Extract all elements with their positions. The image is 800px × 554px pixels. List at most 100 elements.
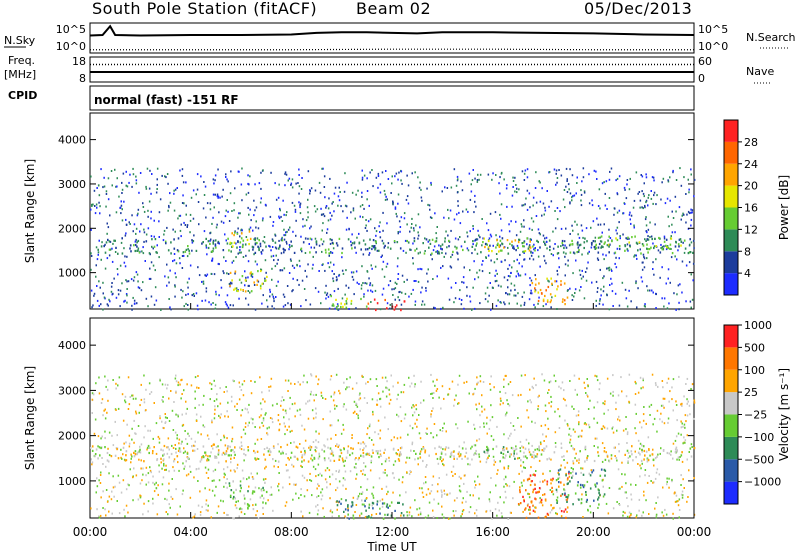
velocity-cell xyxy=(531,480,533,483)
velocity-cell xyxy=(355,477,357,480)
velocity-cell xyxy=(229,495,232,499)
velocity-colorbar-seg xyxy=(724,459,738,482)
power-cell xyxy=(202,282,205,285)
power-cell xyxy=(310,225,312,228)
power-cell xyxy=(94,212,97,215)
power-cell xyxy=(578,244,581,247)
velocity-cell xyxy=(684,426,686,429)
velocity-cell xyxy=(309,479,311,481)
power-cell xyxy=(250,274,253,277)
velocity-cell xyxy=(242,394,245,397)
power-cell xyxy=(381,171,384,174)
power-cell xyxy=(440,307,442,310)
power-cell xyxy=(608,251,610,254)
velocity-cell xyxy=(397,415,400,418)
power-cell xyxy=(176,249,179,252)
velocity-cell xyxy=(474,387,476,390)
power-cell xyxy=(612,305,614,307)
velocity-cell xyxy=(137,425,140,427)
velocity-cell xyxy=(128,442,131,445)
velocity-cell xyxy=(223,468,225,471)
power-cell xyxy=(107,238,109,241)
power-cell xyxy=(387,246,389,249)
power-cell xyxy=(472,286,474,289)
power-cell xyxy=(481,244,483,247)
power-cell xyxy=(608,197,611,199)
power-cell xyxy=(375,308,377,312)
power-cell xyxy=(490,235,493,238)
velocity-cell xyxy=(642,413,645,416)
velocity-cell xyxy=(546,458,548,461)
velocity-cell xyxy=(140,383,142,386)
velocity-cell xyxy=(240,414,242,417)
power-cell xyxy=(464,240,466,243)
power-cell xyxy=(280,215,282,218)
power-cell xyxy=(173,253,176,255)
power-cell xyxy=(356,236,358,239)
power-cell xyxy=(340,305,342,309)
velocity-cell xyxy=(436,388,439,390)
velocity-cell xyxy=(235,506,238,510)
power-cell xyxy=(259,242,262,245)
velocity-cell xyxy=(586,498,588,501)
power-cell xyxy=(90,268,92,271)
velocity-cell xyxy=(147,481,150,484)
velocity-cell xyxy=(336,504,339,507)
power-cell xyxy=(548,171,551,173)
velocity-cell xyxy=(143,436,145,439)
power-cell xyxy=(569,287,571,290)
velocity-cell xyxy=(624,511,626,514)
power-cell xyxy=(181,202,184,204)
power-cell xyxy=(417,280,420,283)
power-cell xyxy=(238,212,240,215)
velocity-cell xyxy=(549,511,552,514)
velocity-cell xyxy=(166,498,168,501)
power-cell xyxy=(103,185,106,188)
velocity-cell xyxy=(598,503,600,506)
power-cell xyxy=(675,179,678,181)
velocity-cell xyxy=(584,422,586,424)
velocity-cell xyxy=(688,469,690,472)
velocity-cell xyxy=(474,512,476,515)
velocity-cell xyxy=(105,489,108,491)
velocity-cell xyxy=(440,489,443,492)
power-cell xyxy=(595,170,597,173)
power-cell xyxy=(618,245,621,248)
velocity-cell xyxy=(578,423,580,426)
power-cell xyxy=(492,172,494,175)
velocity-cell xyxy=(173,469,176,472)
power-cell xyxy=(241,275,244,278)
velocity-cell xyxy=(413,385,416,388)
power-cell xyxy=(383,275,386,278)
power-cell xyxy=(556,288,558,291)
velocity-cell xyxy=(466,457,469,460)
velocity-cell xyxy=(444,453,447,456)
power-cell xyxy=(351,191,354,194)
power-cell xyxy=(555,183,557,186)
power-cell xyxy=(240,251,242,254)
velocity-cell xyxy=(422,459,424,463)
power-cell xyxy=(147,215,149,218)
velocity-cell xyxy=(386,513,389,516)
power-cell xyxy=(541,214,543,217)
velocity-cell xyxy=(105,385,107,388)
velocity-cell xyxy=(556,501,558,504)
power-cell xyxy=(397,296,399,299)
power-cell xyxy=(424,250,426,252)
power-cell xyxy=(256,263,258,266)
power-cell xyxy=(654,237,656,240)
power-cell xyxy=(211,222,213,225)
velocity-cell xyxy=(100,496,102,499)
power-cell xyxy=(630,222,632,225)
power-cell xyxy=(298,192,300,195)
velocity-cell xyxy=(460,453,462,456)
power-cell xyxy=(691,298,694,301)
velocity-cell xyxy=(173,460,175,463)
velocity-cell xyxy=(370,459,373,462)
velocity-cell xyxy=(112,444,115,447)
velocity-cell xyxy=(632,459,634,462)
velocity-cell xyxy=(652,448,654,451)
velocity-cell xyxy=(621,473,623,476)
power-cell xyxy=(295,219,297,222)
velocity-cell xyxy=(401,481,404,484)
